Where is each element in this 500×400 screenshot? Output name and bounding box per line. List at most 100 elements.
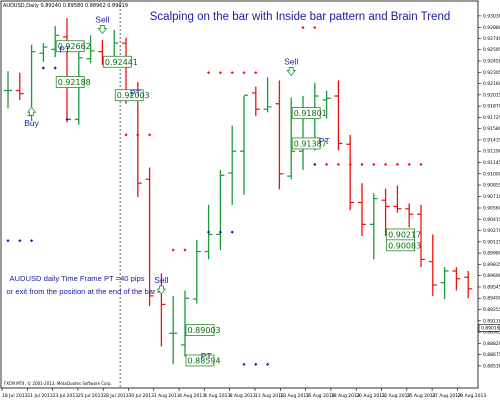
chart-title: Scalping on the bar with Inside bar patt… xyxy=(150,11,450,23)
price-box-frame xyxy=(291,137,321,150)
x-tick-label: 4 Aug 2013 xyxy=(179,393,205,399)
price-box-label: 0.90083 xyxy=(388,241,421,250)
price-box-label: 0.89003 xyxy=(188,326,221,335)
candle xyxy=(145,167,154,306)
x-tick-label: 23 Jul 2013 xyxy=(53,393,79,399)
trend-dot-red xyxy=(218,71,222,75)
y-tick-label: 0.91870 xyxy=(483,104,500,110)
y-tick-label: 0.89400 xyxy=(483,296,500,302)
price-box-label: 0.92662 xyxy=(58,42,91,51)
x-tick-label: 13 Aug 2013 xyxy=(280,393,309,399)
signal-label: Sell xyxy=(284,56,298,66)
trend-dot-red xyxy=(136,133,140,137)
arrow-down-icon xyxy=(97,25,108,35)
candle xyxy=(228,125,237,205)
y-tick-label: 0.92595 xyxy=(483,47,500,53)
trend-dot-blue xyxy=(218,230,222,234)
signal-sell: Sell xyxy=(154,275,169,295)
trend-dot-blue xyxy=(65,117,69,121)
candle xyxy=(358,183,366,236)
x-tick-label: 1 Aug 2013 xyxy=(154,393,180,399)
x-tick-label: 11 Aug 2013 xyxy=(255,393,284,399)
y-tick-label: 0.88530 xyxy=(483,363,500,369)
candle xyxy=(39,43,48,62)
candle xyxy=(322,90,331,119)
arrow-down-icon xyxy=(286,67,297,77)
trend-dot-blue xyxy=(313,162,317,167)
y-tick-label: 0.88965 xyxy=(483,330,500,336)
candle xyxy=(464,271,473,299)
price-box-label: 0.91801 xyxy=(294,109,327,118)
price-box: 0.92441 xyxy=(103,55,138,68)
y-tick-label: 0.92880 xyxy=(483,25,500,31)
candle xyxy=(181,290,189,357)
x-tick-label: 21 Jul 2013 xyxy=(27,393,53,399)
y-tick-label: 0.90270 xyxy=(483,228,500,234)
price-box-frame xyxy=(386,239,416,252)
signal-label: Sell xyxy=(95,14,109,24)
current-price-label: 0.89019 xyxy=(481,325,500,331)
candle xyxy=(369,193,378,260)
trend-dot-red xyxy=(313,25,317,30)
x-tick-label: 25 Jul 2013 xyxy=(78,393,104,399)
price-box-label: 0.88594 xyxy=(188,356,221,365)
y-tick-label: 0.88675 xyxy=(483,352,500,358)
trend-dot-blue xyxy=(230,230,234,234)
symbol-header: AUDUSD,Daily 0.89240 0.89580 0.88962 0.8… xyxy=(3,3,128,9)
candle xyxy=(287,97,296,180)
arrow-down-icon xyxy=(156,285,167,295)
signal-markers: Sell Buy Sell Sell PT PT PT PT xyxy=(24,14,329,360)
price-box-label: 0.92188 xyxy=(58,78,91,87)
trend-dot-red xyxy=(395,162,399,167)
x-tick-label: 15 Aug 2013 xyxy=(306,393,335,399)
x-tick-label: 6 Aug 2013 xyxy=(204,393,230,399)
y-tick-label: 0.91435 xyxy=(483,137,500,143)
y-tick-label: 0.91145 xyxy=(483,160,500,166)
y-tick-label: 0.89545 xyxy=(483,284,500,290)
signal-label: Sell xyxy=(154,275,168,285)
candle xyxy=(86,35,95,64)
price-box-frame xyxy=(185,324,215,337)
candle xyxy=(51,26,60,58)
copyright: FXCM MT4, © 2001-2013, MetaQuotes Softwa… xyxy=(4,381,112,386)
trend-dot-red xyxy=(242,71,246,75)
candle xyxy=(275,80,284,190)
note-line-2: or exit from the position at the end of … xyxy=(6,287,155,296)
plot-frame xyxy=(0,0,479,389)
price-box-frame xyxy=(55,40,85,53)
note-line-1: AUDUSD daily Time Frame PT =40 pips xyxy=(9,274,144,283)
x-axis: 18 Jul 2013 21 Jul 2013 23 Jul 2013 25 Jul … xyxy=(1,388,486,399)
price-box-label: 0.90217 xyxy=(388,230,421,239)
pt-label: PT xyxy=(201,351,212,361)
candle xyxy=(192,239,201,304)
candle xyxy=(4,71,12,109)
candle xyxy=(405,203,414,228)
price-box: 0.92662 xyxy=(55,40,91,53)
y-tick-label: 0.90415 xyxy=(483,217,500,223)
trend-dot-red xyxy=(230,71,234,75)
y-tick-label: 0.88820 xyxy=(483,341,500,347)
arrow-up-icon xyxy=(26,106,37,116)
trend-dot-red xyxy=(336,162,340,167)
y-tick-label: 0.89690 xyxy=(483,273,500,279)
trend-dot-red xyxy=(183,248,187,252)
candle xyxy=(393,185,402,213)
y-tick-label: 0.89980 xyxy=(483,251,500,257)
y-tick-label: 0.89255 xyxy=(483,307,500,313)
y-tick-label: 0.90560 xyxy=(483,206,500,212)
y-tick-label: 0.90125 xyxy=(483,239,500,245)
pt-label: PT xyxy=(130,88,141,98)
price-box: 0.90083 xyxy=(386,239,421,252)
price-box: 0.92188 xyxy=(55,76,91,88)
y-tick-label: 0.91580 xyxy=(483,126,500,132)
candle xyxy=(169,295,178,365)
x-tick-label: 20 Aug 2013 xyxy=(356,393,385,399)
price-box-frame xyxy=(55,76,85,88)
candle xyxy=(428,234,437,296)
price-box-frame xyxy=(114,89,144,102)
y-tick-label: 0.91000 xyxy=(483,171,500,177)
candle xyxy=(15,72,24,100)
trend-dot-blue xyxy=(6,239,10,243)
trend-dot-red xyxy=(372,162,376,167)
